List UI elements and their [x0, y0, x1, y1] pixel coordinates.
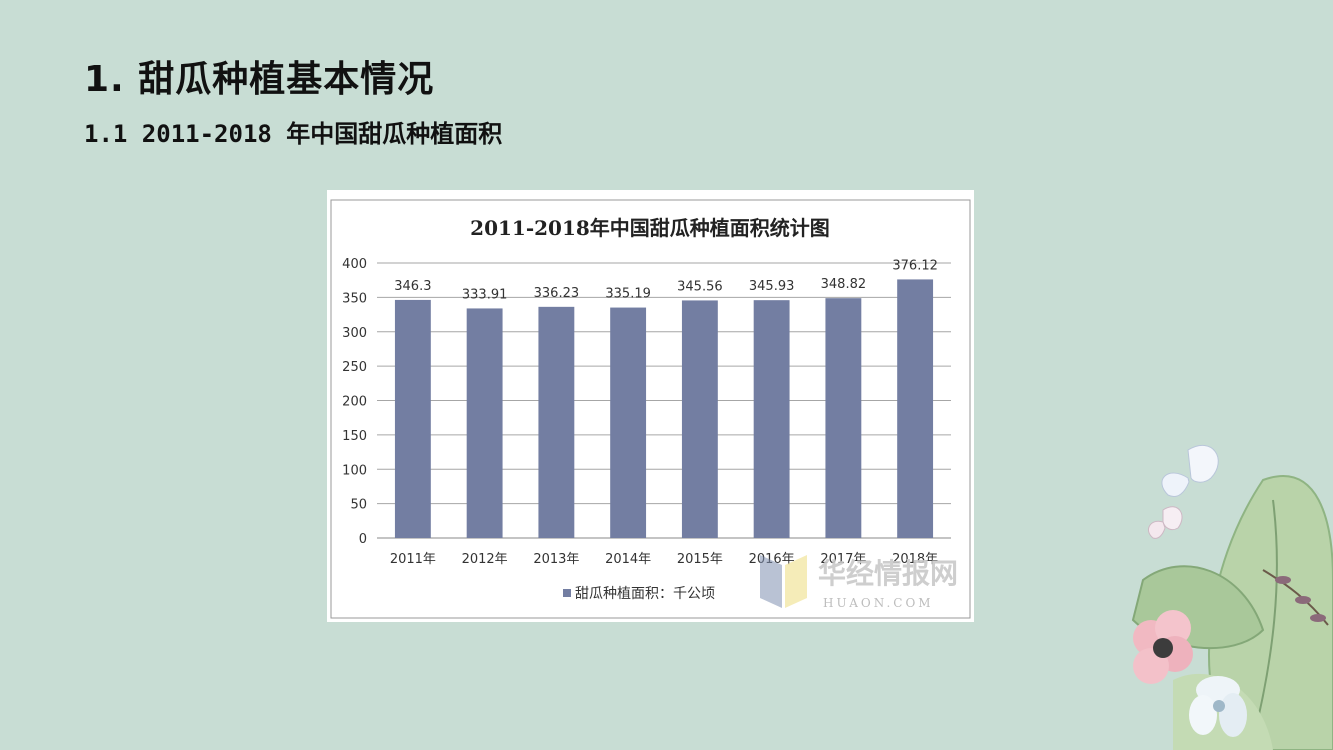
bar [753, 300, 790, 538]
y-tick-label: 400 [342, 257, 367, 272]
bar [394, 299, 431, 538]
value-label: 333.91 [462, 287, 508, 302]
value-label: 345.56 [677, 279, 723, 294]
y-tick-label: 150 [342, 429, 367, 444]
y-tick-label: 50 [350, 498, 367, 513]
butterfly-icon [1161, 444, 1219, 497]
x-tick-label: 2011年 [390, 552, 436, 567]
watermark: 华经情报网 HUAON.COM [760, 555, 958, 610]
bar [897, 279, 934, 538]
y-tick-label: 250 [342, 360, 367, 375]
bar [466, 308, 503, 538]
y-axis-ticks: 0 50 100 150 200 250 300 350 400 [342, 257, 367, 547]
legend: 甜瓜种植面积：千公顷 [563, 586, 715, 602]
watermark-name: 华经情报网 [818, 557, 958, 590]
legend-swatch [563, 589, 571, 597]
legend-label: 甜瓜种植面积：千公顷 [575, 586, 715, 602]
chart-card: 2011-2018年中国甜瓜种植面积统计图 0 50 100 150 200 250 300… [327, 190, 974, 622]
floral-decoration [1131, 444, 1333, 750]
x-tick-label: 2017年 [820, 552, 866, 567]
x-axis-ticks: 2011年 2012年 2013年 2014年 2015年 2016年 2017年 2018年 [390, 552, 938, 567]
berry-branch-icon [1262, 569, 1329, 626]
bar-series [394, 279, 934, 538]
watermark-logo [760, 555, 782, 608]
leaf-vein-shape [1252, 499, 1278, 741]
x-tick-label: 2014年 [605, 552, 651, 567]
value-label: 348.82 [821, 277, 867, 292]
x-tick-label: 2015年 [677, 552, 723, 567]
bar [610, 307, 647, 538]
value-label: 376.12 [892, 258, 938, 273]
slide-subheading: 1.1 2011-2018 年中国甜瓜种植面积 [84, 120, 503, 148]
bar-chart: 2011-2018年中国甜瓜种植面积统计图 0 50 100 150 200 250 300… [330, 199, 971, 619]
x-tick-label: 2013年 [533, 552, 579, 567]
bar [681, 300, 718, 538]
y-tick-label: 200 [342, 395, 367, 410]
pink-flower-icon [1133, 610, 1193, 684]
value-label: 335.19 [605, 287, 651, 302]
watermark-domain: HUAON.COM [823, 596, 934, 610]
y-tick-label: 0 [359, 532, 367, 547]
white-flower-icon [1189, 676, 1247, 737]
bar [825, 298, 862, 538]
watermark-logo-accent [785, 555, 807, 608]
bar [538, 306, 575, 538]
small-butterfly-icon [1148, 506, 1183, 539]
y-tick-label: 350 [342, 291, 367, 306]
value-label: 336.23 [534, 286, 580, 301]
slide-heading: 1. 甜瓜种植基本情况 [84, 59, 435, 100]
y-tick-label: 300 [342, 326, 367, 341]
y-tick-label: 100 [342, 463, 367, 478]
x-tick-label: 2012年 [462, 552, 508, 567]
value-label: 346.3 [394, 279, 431, 294]
chart-title: 2011-2018年中国甜瓜种植面积统计图 [470, 216, 830, 240]
value-label: 345.93 [749, 279, 795, 294]
value-labels: 346.3 333.91 336.23 335.19 345.56 345.93 348.8… [394, 258, 938, 302]
x-tick-label: 2018年 [892, 552, 938, 567]
